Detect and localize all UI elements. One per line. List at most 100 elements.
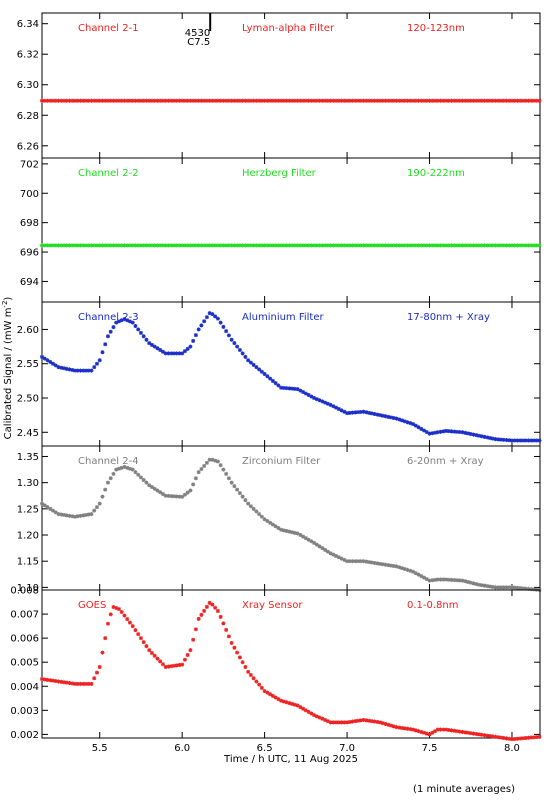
- panels-layer: 6.26 6.28 6.30 6.32 6.34 Channel 2-1 Lyman-alp…: [10, 12, 542, 754]
- data-point: [50, 678, 55, 683]
- panel-filter-label: Lyman-alpha Filter: [242, 23, 335, 34]
- data-point: [394, 416, 399, 421]
- data-point: [419, 426, 424, 431]
- data-point: [457, 98, 462, 103]
- data-point: [301, 706, 306, 711]
- data-point: [138, 98, 143, 103]
- data-point: [320, 243, 325, 248]
- data-point: [116, 243, 121, 248]
- data-point: [474, 731, 479, 736]
- data-point: [298, 705, 303, 710]
- data-point: [476, 732, 481, 737]
- data-point: [356, 98, 361, 103]
- data-point: [356, 243, 361, 248]
- data-point: [325, 98, 330, 103]
- data-point: [303, 391, 308, 396]
- data-point: [490, 436, 495, 441]
- data-point: [243, 243, 248, 248]
- data-point: [138, 330, 143, 335]
- data-point: [221, 324, 226, 329]
- data-point: [125, 98, 130, 103]
- data-point: [465, 243, 470, 248]
- data-point: [53, 679, 58, 684]
- data-point: [531, 438, 536, 443]
- data-point: [276, 697, 281, 702]
- data-point: [232, 645, 237, 650]
- data-point: [215, 243, 220, 248]
- data-point: [45, 243, 50, 248]
- data-point: [424, 577, 429, 582]
- data-point: [323, 98, 328, 103]
- data-point: [276, 98, 281, 103]
- data-point: [416, 572, 421, 577]
- data-point: [317, 98, 322, 103]
- data-point: [455, 429, 459, 434]
- data-point: [138, 243, 143, 248]
- data-point: [537, 734, 542, 739]
- data-point: [529, 438, 534, 443]
- data-point: [504, 98, 509, 103]
- data-point: [496, 437, 501, 442]
- data-point: [361, 98, 366, 103]
- data-point: [105, 98, 110, 103]
- data-point: [188, 648, 193, 653]
- data-point: [237, 243, 242, 248]
- data-point: [375, 561, 380, 566]
- data-point: [136, 243, 141, 248]
- data-point: [383, 243, 388, 248]
- data-point: [295, 243, 300, 248]
- data-point: [441, 243, 446, 248]
- data-point: [64, 98, 69, 103]
- data-point: [320, 98, 325, 103]
- data-point: [103, 342, 108, 347]
- data-point: [422, 575, 427, 580]
- data-point: [449, 577, 454, 582]
- data-point: [509, 585, 514, 590]
- data-point: [350, 410, 355, 415]
- data-point: [265, 374, 270, 379]
- data-point: [424, 243, 429, 248]
- y-tick-label: 694: [20, 277, 39, 288]
- data-point: [257, 98, 262, 103]
- data-point: [347, 98, 352, 103]
- data-point: [185, 490, 190, 495]
- data-point: [67, 681, 72, 686]
- data-point: [56, 365, 61, 370]
- data-point: [158, 348, 163, 352]
- data-point: [171, 351, 176, 356]
- data-point: [72, 514, 77, 519]
- data-point: [78, 243, 83, 248]
- data-point: [240, 494, 245, 499]
- data-point: [512, 736, 517, 741]
- data-point: [526, 586, 531, 591]
- data-point: [441, 98, 446, 103]
- data-point: [174, 351, 179, 356]
- data-point: [444, 428, 449, 433]
- data-point: [158, 490, 163, 495]
- data-point: [133, 324, 138, 328]
- data-point: [111, 325, 116, 330]
- data-point: [105, 243, 110, 248]
- data-point: [70, 243, 75, 248]
- data-point: [455, 243, 459, 248]
- data-point: [493, 243, 498, 248]
- data-point: [50, 243, 55, 248]
- data-point: [59, 365, 64, 370]
- data-point: [353, 243, 358, 248]
- data-point: [468, 98, 473, 103]
- data-point: [125, 243, 130, 248]
- data-point: [141, 243, 146, 248]
- data-point: [155, 98, 160, 103]
- data-point: [169, 664, 174, 669]
- data-point: [149, 98, 154, 103]
- data-point: [273, 381, 278, 386]
- data-point: [53, 510, 58, 515]
- data-point: [419, 98, 424, 103]
- data-point: [229, 480, 234, 485]
- data-point: [67, 98, 72, 103]
- data-point: [185, 652, 190, 657]
- data-point: [328, 720, 333, 725]
- panel-2: 694 696 698 700 702 Channel 2-2 Herzberg Filte…: [20, 157, 542, 303]
- data-point: [416, 243, 421, 248]
- data-point: [155, 488, 160, 493]
